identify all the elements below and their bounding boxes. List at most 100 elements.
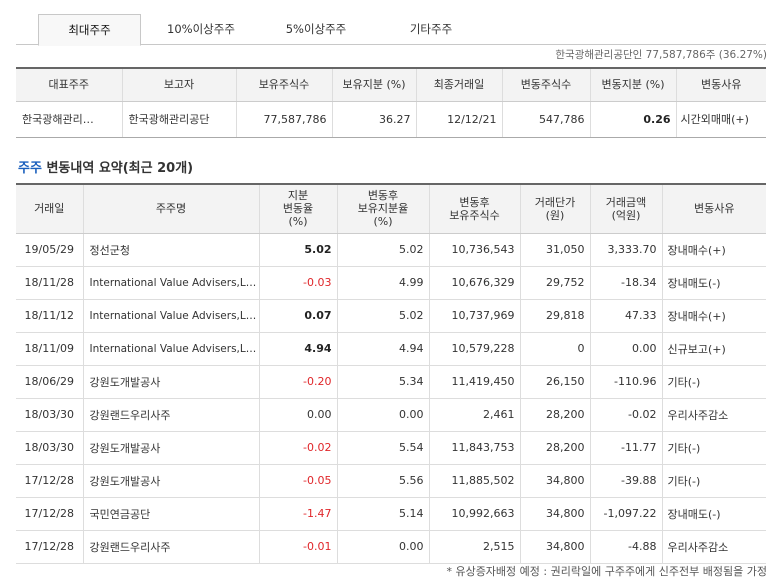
stake-change-rate: -0.20 bbox=[259, 365, 338, 399]
post-holding-pct: 5.02 bbox=[337, 299, 430, 333]
tab-other-shareholders[interactable]: 기타주주 bbox=[409, 22, 453, 36]
stake-change-rate: -0.05 bbox=[259, 464, 338, 498]
representative-holder-table: 대표주주 보고자 보유주식수 보유지분 (%) 최종거래일 변동주식수 변동지분… bbox=[16, 67, 766, 138]
col-stake-change-rate-line: 지분 bbox=[287, 189, 309, 203]
trade-date: 18/03/30 bbox=[16, 398, 84, 432]
stake-change-rate: 4.94 bbox=[259, 332, 338, 366]
holder-name[interactable]: International Value Advisers,L… bbox=[83, 332, 260, 366]
rep-holder-name[interactable]: 한국광해관리… bbox=[16, 101, 123, 138]
post-holding-pct: 5.02 bbox=[337, 233, 430, 267]
holder-name[interactable]: 정선군청 bbox=[83, 233, 260, 267]
col-post-shares-held-line: 보유주식수 bbox=[449, 208, 500, 222]
col-post-holding-pct: 변동후 보유지분율 (%) bbox=[337, 184, 430, 234]
table-row: 17/12/28 강원랜드우리사주 -0.01 0.00 2,515 34,800 -4.8… bbox=[16, 530, 766, 564]
col-unit-price-line: (원) bbox=[545, 208, 565, 222]
trade-date: 18/06/29 bbox=[16, 365, 84, 399]
trade-amount: -11.77 bbox=[590, 431, 663, 465]
col-change-reason-line: 변동사유 bbox=[694, 202, 735, 216]
table-row: 19/05/29 정선군청 5.02 5.02 10,736,543 31,050 3,33… bbox=[16, 233, 766, 267]
tab-5pct-shareholders[interactable]: 5%이상주주 bbox=[285, 22, 347, 36]
change-reason: 우리사주감소 bbox=[662, 398, 766, 432]
holder-name[interactable]: International Value Advisers,L… bbox=[83, 266, 260, 300]
shareholder-change-table: 거래일 주주명 지분 변동율 (%) 변동후 보유지분율 (%) 변동후 보유주식수 거래단가 (원)… bbox=[16, 183, 766, 564]
col-rep-holder: 대표주주 bbox=[16, 68, 123, 102]
holder-name[interactable]: International Value Advisers,L… bbox=[83, 299, 260, 333]
post-holding-pct: 4.94 bbox=[337, 332, 430, 366]
unit-price: 26,150 bbox=[520, 365, 591, 399]
rep-holding-pct: 36.27 bbox=[332, 101, 417, 138]
change-reason: 기타(-) bbox=[662, 464, 766, 498]
stake-change-rate: -0.01 bbox=[259, 530, 338, 564]
rep-changed-shares: 547,786 bbox=[502, 101, 591, 138]
change-reason: 장내매수(+) bbox=[662, 233, 766, 267]
rep-change-reason: 시간외매매(+) bbox=[676, 101, 766, 138]
holder-name[interactable]: 국민연금공단 bbox=[83, 497, 260, 531]
post-shares-held: 10,992,663 bbox=[429, 497, 521, 531]
rep-header-row: 대표주주 보고자 보유주식수 보유지분 (%) 최종거래일 변동주식수 변동지분… bbox=[16, 68, 766, 102]
trade-amount: -18.34 bbox=[590, 266, 663, 300]
col-holding-pct: 보유지분 (%) bbox=[332, 68, 417, 102]
unit-price: 0 bbox=[520, 332, 591, 366]
post-holding-pct: 5.34 bbox=[337, 365, 430, 399]
trade-amount: -4.88 bbox=[590, 530, 663, 564]
rep-last-trade-date: 12/12/21 bbox=[416, 101, 503, 138]
change-reason: 장내매수(+) bbox=[662, 299, 766, 333]
post-holding-pct: 5.56 bbox=[337, 464, 430, 498]
post-shares-held: 11,419,450 bbox=[429, 365, 521, 399]
unit-price: 34,800 bbox=[520, 464, 591, 498]
col-reporter: 보고자 bbox=[122, 68, 237, 102]
post-shares-held: 11,885,502 bbox=[429, 464, 521, 498]
largest-holder-summary: 한국광해관리공단인 77,587,786주 (36.27%) bbox=[555, 49, 767, 61]
col-trade-amount: 거래금액 (억원) bbox=[590, 184, 663, 234]
col-change-reason: 변동사유 bbox=[662, 184, 766, 234]
col-shares-held: 보유주식수 bbox=[236, 68, 333, 102]
col-post-shares-held-line: 변동후 bbox=[459, 195, 490, 209]
holder-name[interactable]: 강원도개발공사 bbox=[83, 365, 260, 399]
section-title-text: 변동내역 요약(최근 20개) bbox=[41, 161, 194, 176]
col-trade-amount-line: (억원) bbox=[611, 208, 641, 222]
holder-name[interactable]: 강원도개발공사 bbox=[83, 431, 260, 465]
table-row: 18/06/29 강원도개발공사 -0.20 5.34 11,419,450 26,150… bbox=[16, 365, 766, 399]
change-reason: 기타(-) bbox=[662, 365, 766, 399]
section-title: 주주 변동내역 요약(최근 20개) bbox=[18, 157, 193, 176]
stake-change-rate: -0.03 bbox=[259, 266, 338, 300]
col-changed-pct: 변동지분 (%) bbox=[590, 68, 677, 102]
post-shares-held: 10,736,543 bbox=[429, 233, 521, 267]
rep-shares-held: 77,587,786 bbox=[236, 101, 333, 138]
tab-largest-shareholder[interactable]: 최대주주 bbox=[38, 14, 141, 46]
change-header-row: 거래일 주주명 지분 변동율 (%) 변동후 보유지분율 (%) 변동후 보유주식수 거래단가 (원)… bbox=[16, 184, 766, 234]
col-unit-price-line: 거래단가 bbox=[534, 195, 576, 209]
table-row: 18/11/09 International Value Advisers,L… 4… bbox=[16, 332, 766, 366]
post-shares-held: 10,737,969 bbox=[429, 299, 521, 333]
post-shares-held: 10,579,228 bbox=[429, 332, 521, 366]
trade-amount: -1,097.22 bbox=[590, 497, 663, 531]
unit-price: 29,818 bbox=[520, 299, 591, 333]
col-change-reason: 변동사유 bbox=[676, 68, 766, 102]
tab-10pct-shareholders[interactable]: 10%이상주주 bbox=[167, 22, 235, 36]
col-post-holding-pct-line: (%) bbox=[373, 215, 393, 229]
table-row: 17/12/28 강원도개발공사 -0.05 5.56 11,885,502 34,800… bbox=[16, 464, 766, 498]
stake-change-rate: 0.07 bbox=[259, 299, 338, 333]
change-reason: 우리사주감소 bbox=[662, 530, 766, 564]
change-reason: 장내매도(-) bbox=[662, 497, 766, 531]
trade-date: 18/11/28 bbox=[16, 266, 84, 300]
col-post-holding-pct-line: 보유지분율 bbox=[357, 202, 409, 216]
col-trade-date: 거래일 bbox=[16, 184, 84, 234]
col-stake-change-rate: 지분 변동율 (%) bbox=[259, 184, 338, 234]
holder-name[interactable]: 강원랜드우리사주 bbox=[83, 530, 260, 564]
col-trade-amount-line: 거래금액 bbox=[605, 195, 647, 209]
trade-date: 18/03/30 bbox=[16, 431, 84, 465]
col-last-trade-date: 최종거래일 bbox=[416, 68, 503, 102]
unit-price: 28,200 bbox=[520, 431, 591, 465]
stake-change-rate: -1.47 bbox=[259, 497, 338, 531]
post-shares-held: 11,843,753 bbox=[429, 431, 521, 465]
stake-change-rate: 0.00 bbox=[259, 398, 338, 432]
holder-name[interactable]: 강원랜드우리사주 bbox=[83, 398, 260, 432]
trade-amount: 0.00 bbox=[590, 332, 663, 366]
table-row: 18/03/30 강원랜드우리사주 0.00 0.00 2,461 28,200 -0.02… bbox=[16, 398, 766, 432]
holder-name[interactable]: 강원도개발공사 bbox=[83, 464, 260, 498]
table-row: 18/11/28 International Value Advisers,L… -… bbox=[16, 266, 766, 300]
col-changed-shares: 변동주식수 bbox=[502, 68, 591, 102]
footnote: * 유상증자배정 예정 : 권리락일에 구주주에게 신주전부 배정됨을 가정 bbox=[446, 565, 767, 578]
trade-amount: -110.96 bbox=[590, 365, 663, 399]
